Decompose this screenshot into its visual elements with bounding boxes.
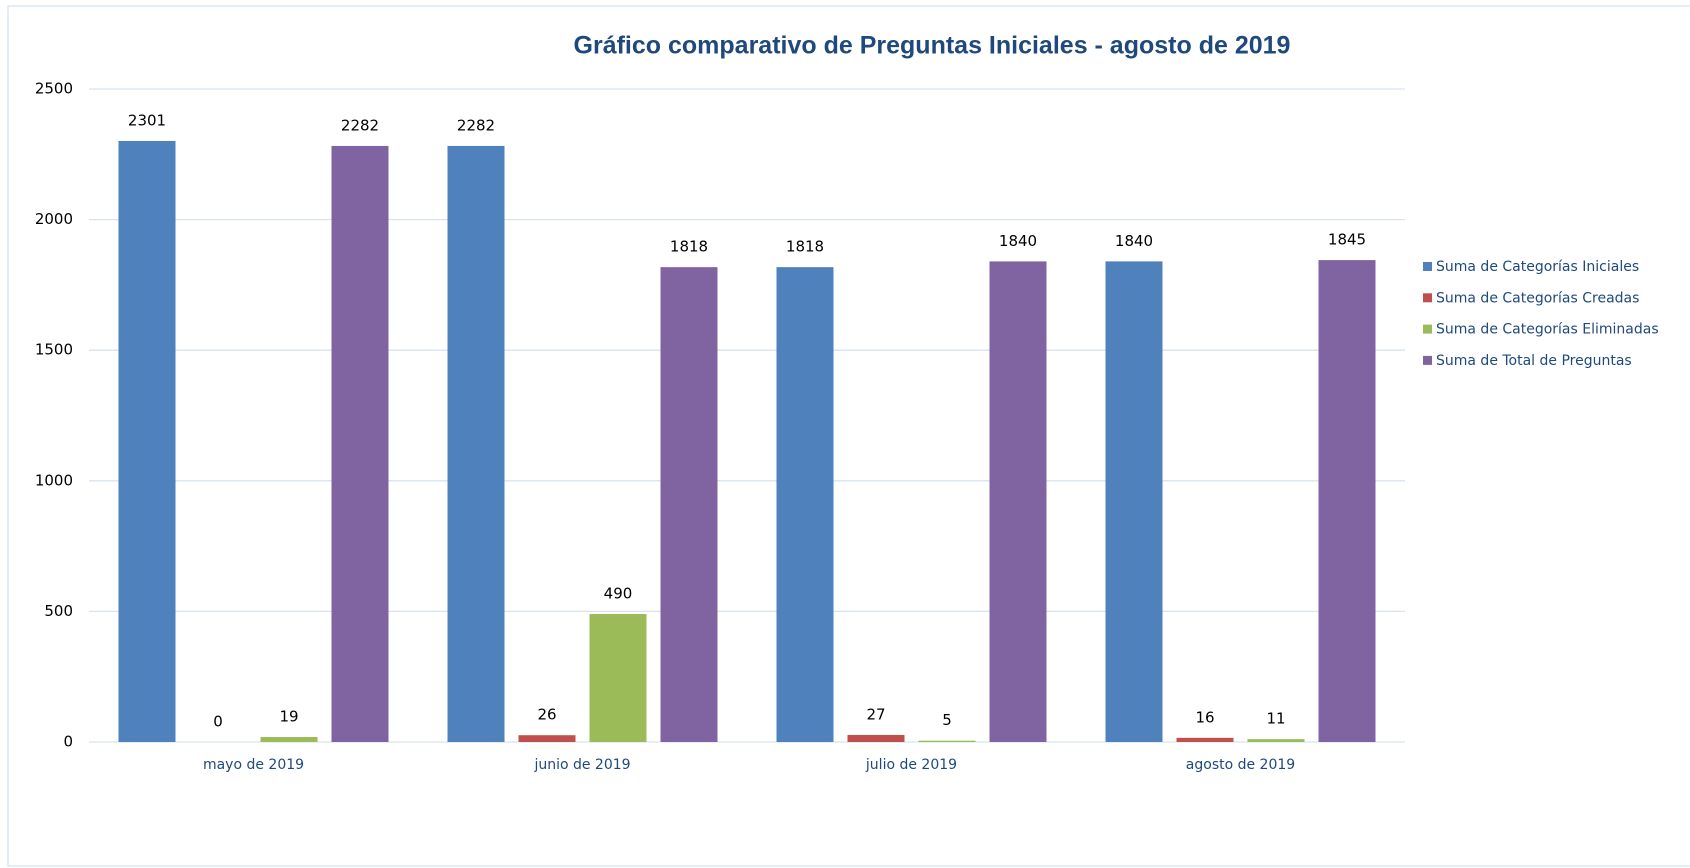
bar bbox=[1318, 260, 1376, 742]
bar bbox=[1176, 737, 1234, 742]
legend-swatch bbox=[1423, 262, 1432, 271]
data-label: 1845 bbox=[1328, 231, 1366, 249]
data-label: 5 bbox=[942, 711, 952, 729]
bar bbox=[776, 267, 834, 742]
x-tick-label: julio de 2019 bbox=[865, 757, 957, 773]
bar bbox=[918, 740, 976, 742]
legend-swatch bbox=[1423, 293, 1432, 303]
legend-label: Suma de Categorías Iniciales bbox=[1436, 259, 1639, 275]
legend-swatch bbox=[1423, 324, 1432, 334]
legend-label: Suma de Total de Preguntas bbox=[1436, 353, 1632, 369]
bar bbox=[1247, 739, 1305, 742]
chart-frame bbox=[7, 5, 1690, 867]
x-tick-label: junio de 2019 bbox=[533, 757, 630, 773]
y-tick-label: 2000 bbox=[35, 210, 73, 228]
bar bbox=[589, 614, 647, 742]
data-label: 26 bbox=[537, 706, 556, 724]
x-tick-label: agosto de 2019 bbox=[1186, 757, 1295, 773]
data-label: 0 bbox=[213, 713, 223, 731]
bar bbox=[660, 267, 718, 742]
data-label: 2301 bbox=[128, 111, 166, 129]
data-label: 1840 bbox=[1115, 232, 1153, 250]
legend-swatch bbox=[1423, 355, 1432, 365]
legend-label: Suma de Categorías Creadas bbox=[1436, 290, 1639, 306]
y-tick-label: 2500 bbox=[35, 80, 73, 98]
y-tick-label: 1500 bbox=[35, 341, 73, 359]
chart-title: Gráfico comparativo de Preguntas Inicial… bbox=[574, 32, 1291, 60]
data-label: 1818 bbox=[670, 238, 708, 256]
data-label: 11 bbox=[1266, 710, 1285, 728]
data-label: 490 bbox=[604, 585, 633, 603]
y-tick-label: 500 bbox=[44, 602, 73, 620]
data-label: 19 bbox=[279, 708, 298, 726]
bar bbox=[1105, 261, 1163, 742]
data-label: 2282 bbox=[341, 116, 379, 134]
bar bbox=[447, 145, 505, 743]
data-label: 2282 bbox=[457, 116, 495, 134]
legend-label: Suma de Categorías Eliminadas bbox=[1436, 322, 1659, 338]
y-tick-label: 1000 bbox=[35, 471, 73, 489]
bar bbox=[260, 737, 318, 742]
bar bbox=[989, 261, 1047, 742]
bar bbox=[331, 145, 389, 743]
bar bbox=[847, 734, 905, 742]
y-tick-label: 0 bbox=[63, 733, 73, 751]
data-label: 16 bbox=[1195, 708, 1214, 726]
bar bbox=[118, 140, 176, 742]
data-label: 1818 bbox=[786, 238, 824, 256]
data-label: 1840 bbox=[999, 232, 1037, 250]
bar bbox=[518, 735, 576, 742]
x-tick-label: mayo de 2019 bbox=[203, 757, 304, 773]
data-label: 27 bbox=[866, 705, 885, 723]
